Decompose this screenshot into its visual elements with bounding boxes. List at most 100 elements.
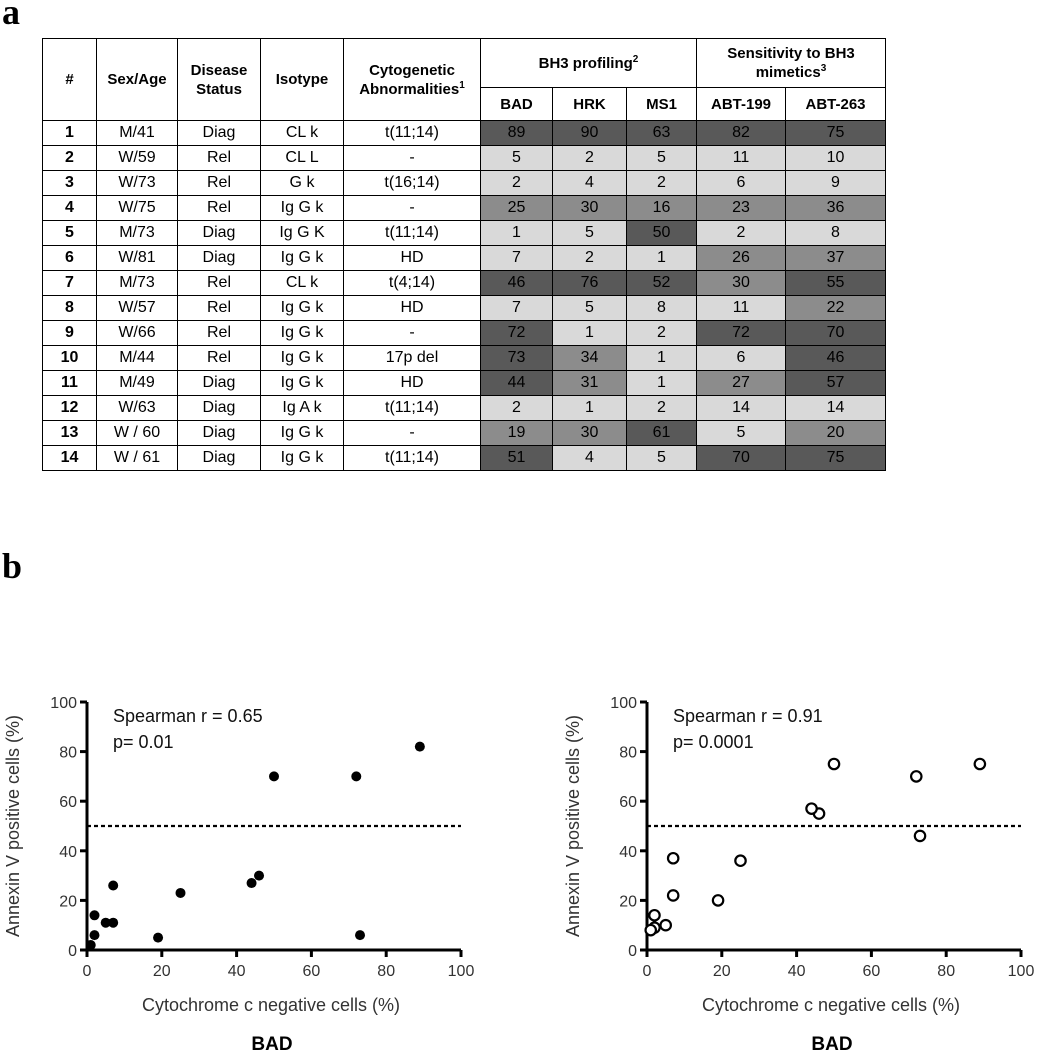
cell-abt263: 8 (784, 220, 887, 246)
cell-hrk: 5 (552, 295, 627, 321)
cell-num: 8 (42, 295, 97, 321)
y-tick-label: 0 (628, 943, 637, 960)
cell-ms1: 5 (626, 145, 697, 171)
x-axis-title: Cytochrome c negative cells (%) (702, 995, 960, 1015)
x-tick-label: 100 (448, 963, 475, 980)
cell-sex-age: M/41 (96, 120, 178, 146)
cell-num: 7 (42, 270, 97, 296)
scatter-plot-left: 0 20 40 60 80 100 0 20 40 60 80 100 Spearman r = 0.6… (3, 695, 475, 1050)
cell-isotype: Ig G K (260, 220, 344, 246)
cell-status: Rel (177, 145, 261, 171)
table-body: 1 M/41 Diag CL k t(11;14) 89 90 63 82 75 2 W/59 Rel C… (42, 120, 887, 471)
cell-status: Diag (177, 370, 261, 396)
data-point (666, 889, 680, 902)
y-tick-label: 60 (59, 794, 77, 811)
cell-abt199: 82 (696, 120, 786, 146)
cell-ms1: 1 (626, 245, 697, 271)
cell-cyto: t(11;14) (343, 445, 481, 471)
panel-label-b: b (2, 546, 23, 586)
cell-num: 13 (42, 420, 97, 446)
cell-sex-age: M/73 (96, 220, 178, 246)
cell-cyto: t(11;14) (343, 220, 481, 246)
cell-num: 4 (42, 195, 97, 221)
cell-bad: 19 (480, 420, 553, 446)
cell-num: 5 (42, 220, 97, 246)
cell-isotype: CL k (260, 120, 344, 146)
cell-ms1: 16 (626, 195, 697, 221)
cell-hrk: 4 (552, 445, 627, 471)
cell-cyto: HD (343, 245, 481, 271)
data-point (805, 802, 818, 815)
table-row: 4 W/75 Rel Ig G k -25 30 16 23 36 (42, 195, 887, 221)
x-tick-label: 40 (228, 963, 246, 980)
data-point (414, 741, 425, 752)
cell-abt263: 37 (784, 245, 887, 271)
cell-ms1: 1 (626, 370, 697, 396)
cell-abt199: 27 (696, 370, 786, 396)
cell-num: 2 (42, 145, 97, 171)
data-point (89, 910, 100, 921)
annotation-text: Spearman r = 0.65 (113, 706, 263, 726)
cell-num: 12 (42, 395, 97, 421)
cell-sex-age: W / 61 (96, 445, 178, 471)
x-axis-title: Cytochrome c negative cells (%) (142, 995, 400, 1015)
table-row: 6 W/81 Diag Ig G k HD 7 2 1 26 37 (42, 245, 887, 271)
cell-hrk: 5 (552, 220, 627, 246)
cell-abt263: 57 (784, 370, 887, 396)
cell-bad: 1 (480, 220, 553, 246)
cell-hrk: 31 (552, 370, 627, 396)
table-row: 9 W/66 Rel Ig G k -72 1 2 72 70 (42, 320, 887, 346)
cell-abt263: 22 (784, 295, 887, 321)
scatter-plot-right: 0 20 40 60 80 100 0 20 40 60 80 100 Spearman r = 0.9… (563, 695, 1034, 1050)
cell-isotype: Ig G k (260, 370, 344, 396)
cell-bad: 2 (480, 170, 553, 196)
cell-hrk: 30 (552, 420, 627, 446)
cell-ms1: 63 (626, 120, 697, 146)
cell-cyto: t(16;14) (343, 170, 481, 196)
header-bh3-profiling: BH3 profiling2 (480, 38, 697, 88)
cell-ms1: 8 (626, 295, 697, 321)
footnote-1: 1 (459, 79, 465, 91)
y-tick-label: 60 (619, 794, 637, 811)
cell-cyto: - (343, 320, 481, 346)
cell-ms1: 2 (626, 395, 697, 421)
cell-sex-age: W/63 (96, 395, 178, 421)
x-tick-label: 0 (643, 963, 652, 980)
y-tick-label: 20 (59, 893, 77, 910)
header-abt263: ABT-263 (784, 87, 887, 121)
y-tick-label: 20 (619, 893, 637, 910)
header-sensitivity-label: Sensitivity to BH3 mimetics (727, 45, 855, 81)
x-tick-label: 60 (303, 963, 321, 980)
cell-bad: 72 (480, 320, 553, 346)
x-tick-label: 40 (788, 963, 806, 980)
cell-isotype: CL k (260, 270, 344, 296)
cell-bad: 7 (480, 295, 553, 321)
cell-num: 10 (42, 345, 97, 371)
cell-abt199: 26 (696, 245, 786, 271)
data-point (909, 770, 923, 783)
cell-status: Diag (177, 245, 261, 271)
cell-status: Diag (177, 420, 261, 446)
cell-ms1: 61 (626, 420, 697, 446)
cell-abt199: 2 (696, 220, 786, 246)
header-abt199: ABT-199 (696, 87, 786, 121)
cell-num: 3 (42, 170, 97, 196)
header-sensitivity: Sensitivity to BH3 mimetics3 (695, 38, 887, 88)
header-isotype: Isotype (260, 38, 344, 121)
cell-abt263: 9 (784, 170, 887, 196)
cell-num: 9 (42, 320, 97, 346)
data-point (254, 870, 265, 881)
cell-abt199: 14 (696, 395, 786, 421)
data-point (827, 757, 841, 771)
cell-abt199: 6 (696, 345, 786, 371)
cell-hrk: 90 (552, 120, 627, 146)
cell-hrk: 4 (552, 170, 627, 196)
table-row: 2 W/59 Rel CL L -5 2 5 11 10 (42, 145, 887, 171)
header-disease-status: Disease Status (177, 38, 261, 121)
data-point (973, 757, 987, 771)
header-hrk: HRK (552, 87, 627, 121)
cell-isotype: Ig G k (260, 445, 344, 471)
panel-label-a: a (2, 0, 20, 32)
cell-abt263: 55 (784, 270, 887, 296)
